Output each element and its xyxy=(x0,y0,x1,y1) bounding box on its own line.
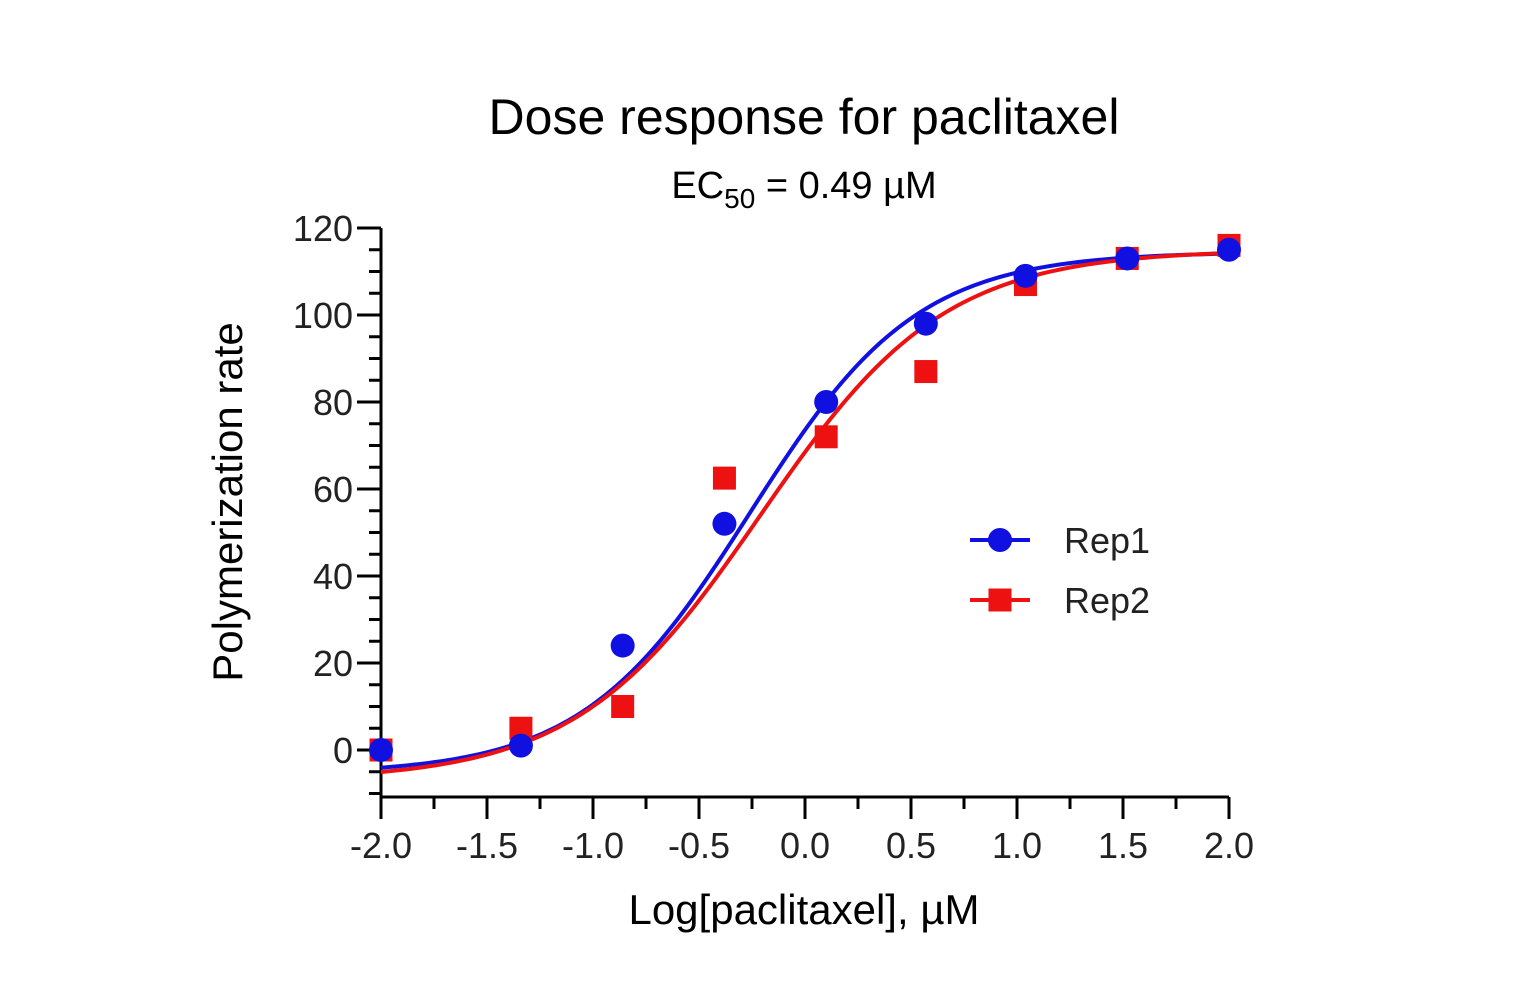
x-tick-label: 1.5 xyxy=(1098,825,1148,866)
x-tick-label: 2.0 xyxy=(1204,825,1254,866)
x-tick-label: -0.5 xyxy=(668,825,730,866)
legend-marker-rep1 xyxy=(988,528,1012,552)
point-rep2 xyxy=(914,360,938,384)
y-tick-label: 60 xyxy=(313,469,353,510)
point-rep1 xyxy=(508,733,533,758)
point-rep1 xyxy=(814,390,839,414)
point-rep1 xyxy=(1217,237,1241,262)
y-tick-label: 100 xyxy=(293,295,353,336)
point-rep1 xyxy=(913,311,938,336)
x-tick-label: 1.0 xyxy=(992,825,1042,866)
point-rep1 xyxy=(610,633,635,658)
chart-title: Dose response for paclitaxel xyxy=(489,89,1120,145)
data-points xyxy=(369,233,1241,762)
subtitle-rest: = 0.49 µM xyxy=(755,165,936,207)
fit-curves xyxy=(380,251,1230,774)
x-tick-label: -1.0 xyxy=(562,825,624,866)
legend-label-rep2: Rep2 xyxy=(1064,580,1150,621)
fit-curve-rep1 xyxy=(380,251,1230,770)
point-rep1 xyxy=(1115,246,1140,271)
point-rep1 xyxy=(1013,263,1038,288)
chart-subtitle: EC50 = 0.49 µM xyxy=(671,165,936,214)
subtitle-subscript: 50 xyxy=(724,183,755,214)
legend: Rep1 Rep2 xyxy=(970,520,1150,621)
y-tick-label: 40 xyxy=(313,556,353,597)
point-rep1 xyxy=(369,738,393,762)
point-rep2 xyxy=(509,716,533,740)
point-rep1 xyxy=(712,511,737,536)
x-axis: -2.0 -1.5 -1.0 -0.5 0.0 0.5 1.0 1.5 2.0 xyxy=(350,795,1254,866)
y-tick-label: 120 xyxy=(293,208,353,249)
y-axis-title: Polymerization rate xyxy=(204,322,251,681)
x-tick-label: 0.0 xyxy=(780,825,830,866)
x-tick-label: 0.5 xyxy=(886,825,936,866)
x-tick-label: -2.0 xyxy=(350,825,412,866)
y-tick-label: 0 xyxy=(333,730,353,771)
y-tick-label: 20 xyxy=(313,643,353,684)
subtitle-main: EC xyxy=(671,165,724,207)
x-tick-label: -1.5 xyxy=(456,825,518,866)
y-tick-label: 80 xyxy=(313,382,353,423)
point-rep2 xyxy=(712,466,736,490)
y-axis: 0 20 40 60 80 100 120 xyxy=(293,208,383,797)
legend-marker-rep2 xyxy=(988,588,1012,612)
point-rep2 xyxy=(814,425,838,449)
x-axis-title: Log[paclitaxel], µM xyxy=(628,886,979,933)
fit-curve-rep2 xyxy=(380,251,1230,774)
legend-label-rep1: Rep1 xyxy=(1064,520,1150,561)
point-rep2 xyxy=(611,695,635,718)
